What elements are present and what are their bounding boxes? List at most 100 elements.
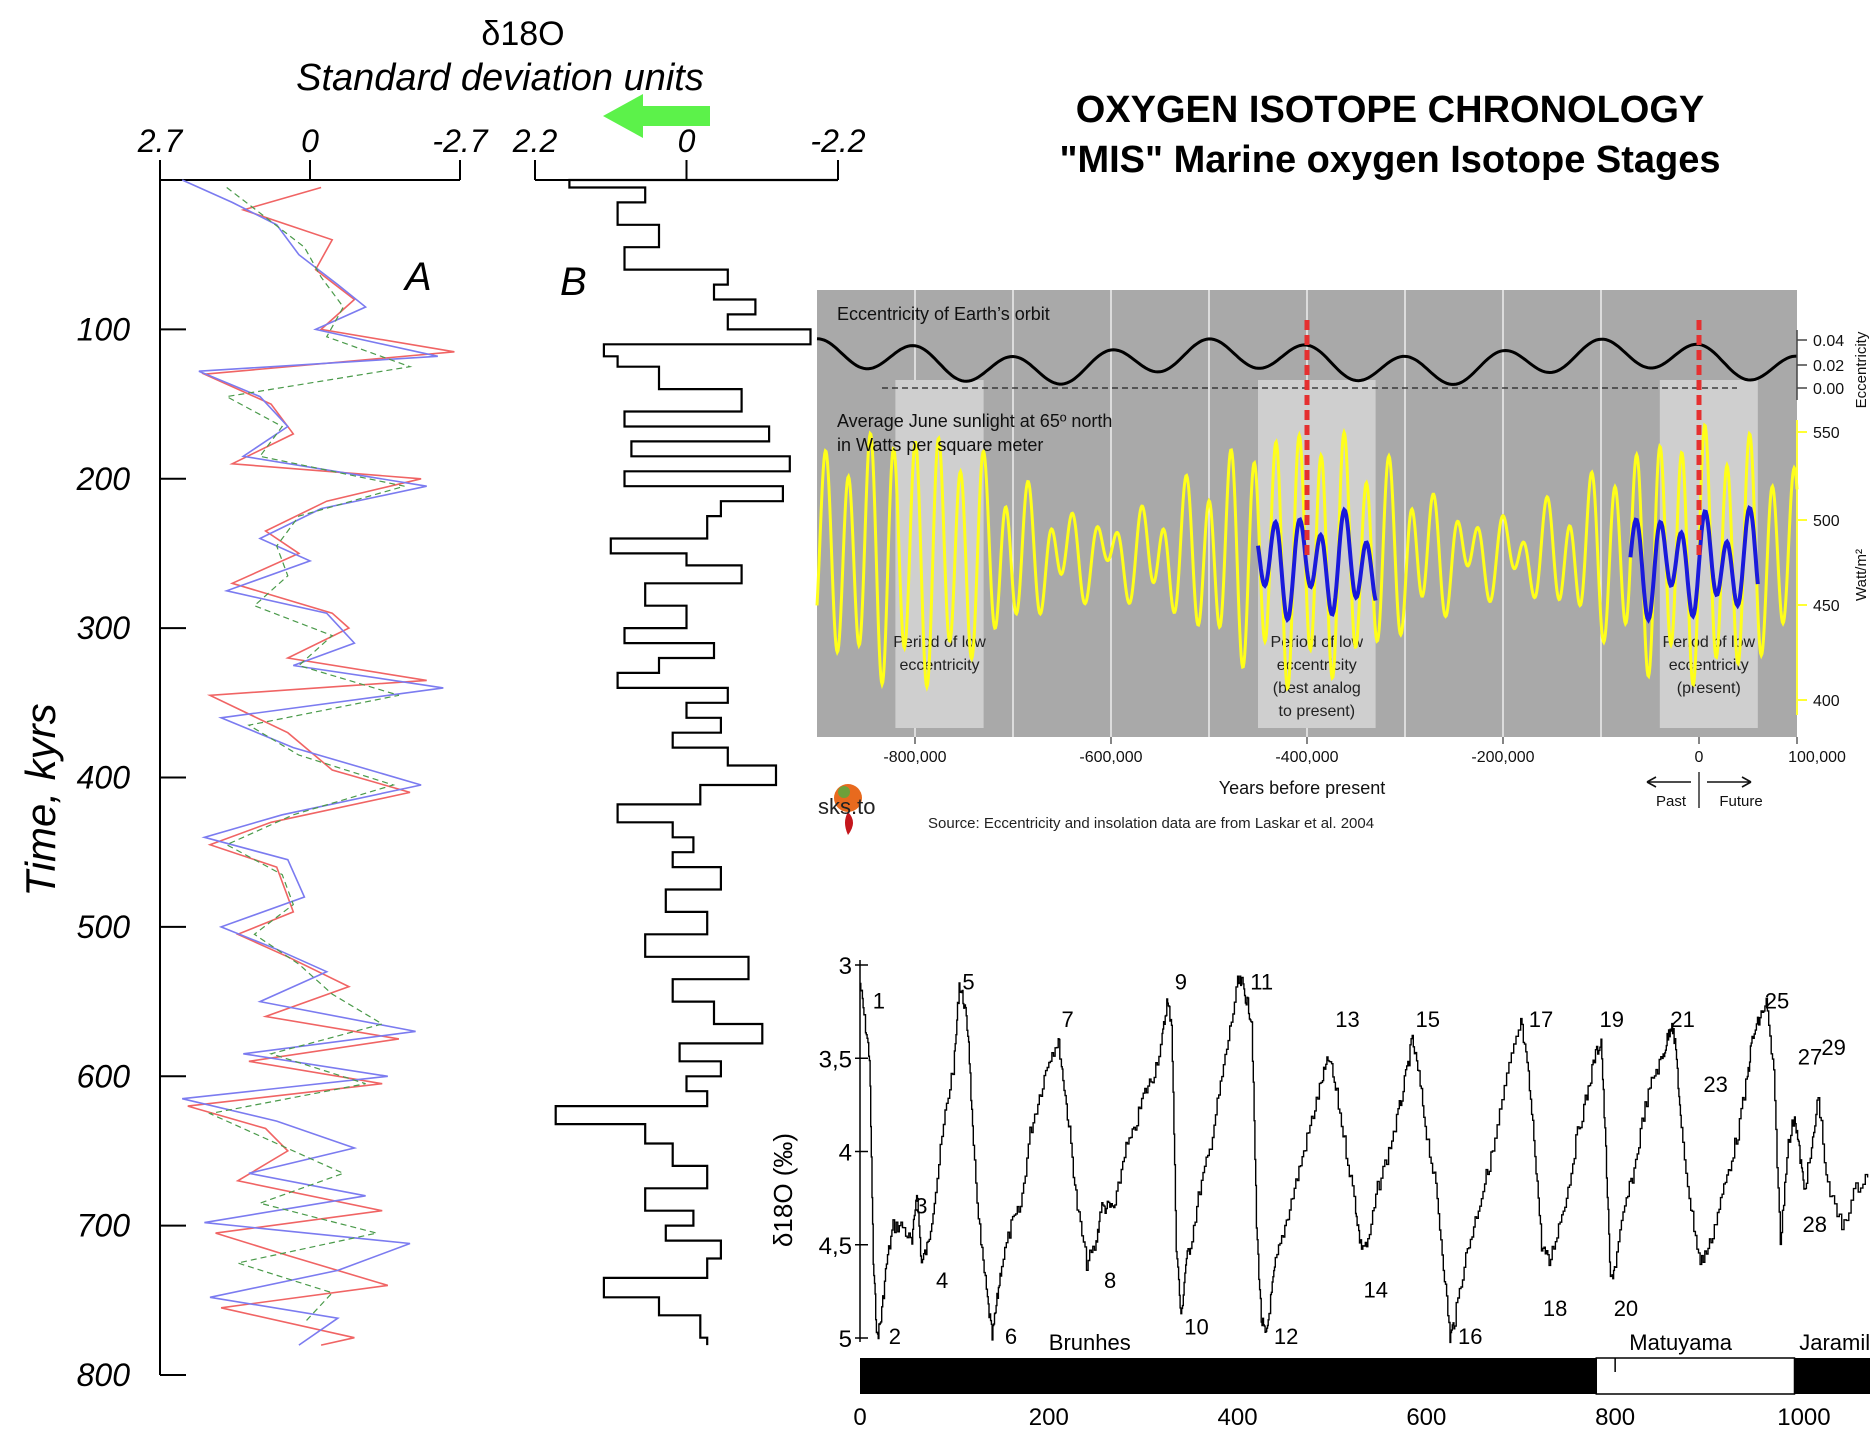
analog-curve [1628,504,1760,624]
eccentricity-title: Eccentricity of Earth’s orbit [837,304,1050,324]
panelA-x-tick-label: -2.7 [432,123,488,159]
panelA-y-tick-label: 700 [77,1208,131,1244]
mis-stage-label: 16 [1458,1324,1482,1349]
panelA-title: δ18O [481,15,564,53]
magneto-label-brunhes: Brunhes [1049,1330,1131,1355]
eccentricity-x-tick-label: -600,000 [1079,749,1142,766]
mis-stage-label: 14 [1364,1277,1388,1302]
insolation-axis-label: 450 [1813,598,1840,615]
analog-curve [1256,506,1378,624]
eccentricity-axis-label: 0.02 [1813,358,1844,375]
mis-stage-label: 17 [1529,1007,1553,1032]
mis-stage-label: 15 [1415,1007,1439,1032]
mis-stage-label: 28 [1802,1212,1826,1237]
insolation-axis-label: 550 [1813,425,1840,442]
panelA-series-line [208,187,413,1324]
mis-stage-label: 9 [1175,970,1187,995]
panelA-y-tick-label: 500 [77,909,131,945]
panelB-label: B [560,260,587,304]
mis-y-tick-label: 4,5 [819,1233,852,1260]
mis-stage-label: 3 [915,1193,927,1218]
panelB-x-tick-label: 0 [678,123,696,159]
mis-x-tick-label: 1000 [1777,1404,1830,1431]
main-title: OXYGEN ISOTOPE CHRONOLOGY "MIS" Marine o… [1010,85,1770,185]
mis-stage-label: 12 [1274,1324,1298,1349]
panelA-series-line [187,186,455,1346]
panelB-x-tick-label: 2.2 [512,123,558,159]
mis-y-tick-label: 3,5 [819,1046,852,1073]
panelA-y-tick-label: 600 [77,1058,131,1094]
panelA-y-tick-label: 400 [77,760,131,796]
eccentricity-xlabel: Years before present [1219,778,1385,798]
mis-stage-label: 18 [1543,1296,1567,1321]
mis-y-tick-label: 3 [839,953,852,980]
mis-stage-label: 25 [1765,988,1789,1013]
panelA-ylabel: Time, kyrs [17,703,64,896]
eccentricity-panel: Period of low eccentricity Period of low ec… [815,290,1870,835]
mis-x-tick-label: 600 [1406,1404,1446,1431]
mis-x-tick-label: 800 [1595,1404,1635,1431]
green-arrow-icon [603,94,710,138]
mis-stage-label: 21 [1670,1007,1694,1032]
eccentricity-axis-title: Eccentricity [1853,331,1870,408]
panelB-x-tick-label: -2.2 [810,123,865,159]
magneto-label-jaramillo: Jaramil [1799,1330,1870,1355]
logo-text: sks.to [818,794,875,819]
mis-stage-label: 19 [1600,1007,1624,1032]
panelB-series-line [554,178,838,1346]
period-label: Period of low [893,634,986,651]
period-label: eccentricity [1277,657,1357,674]
insolation-axis-label: 400 [1813,693,1840,710]
mis-x-tick-label: 200 [1029,1404,1069,1431]
insolation-axis-title: Watt/m² [1853,549,1870,601]
mis-y-tick-label: 5 [839,1326,852,1353]
eccentricity-x-tick-label: -400,000 [1275,749,1338,766]
panelA-plot: 2.7 0 -2.7 100 200 300 400 500 600 700 800 A [76,123,489,1393]
panelA-x-tick-label: 0 [301,123,319,159]
period-label: (best analog [1273,680,1361,697]
eccentricity-x-tick-label: -800,000 [883,749,946,766]
mis-stage-label: 27 [1798,1044,1822,1069]
eccentricity-x-tick-label: -200,000 [1471,749,1534,766]
mis-stage-label: 23 [1703,1072,1727,1097]
future-arrow-icon [1707,776,1752,788]
panelA-label: A [403,255,432,299]
mis-stage-label: 29 [1821,1035,1845,1060]
mis-ylabel: δ18O (‰) [768,1133,798,1247]
mis-x-tick-label: 400 [1218,1404,1258,1431]
insolation-axis-label: 500 [1813,513,1840,530]
panelA-x-tick-label: 2.7 [137,123,184,159]
eccentricity-curve [816,337,1798,386]
period-label: Period of low [1271,634,1364,651]
insolation-subtitle: in Watts per square meter [837,435,1043,455]
mis-x-tick-label: 0 [853,1404,866,1431]
mis-stage-label: 5 [962,970,974,995]
mis-stage-label: 20 [1614,1296,1638,1321]
panelA-series-line [181,179,444,1346]
source-text: Source: Eccentricity and insolation data… [928,815,1374,832]
sks-logo-icon [834,784,862,835]
panelA-y-tick-label: 800 [77,1357,131,1393]
jaramillo-bar [1794,1358,1870,1394]
logo-leaf [838,786,850,798]
period-label: eccentricity [1669,657,1749,674]
mis-stage-label: 13 [1335,1007,1359,1032]
panelB-plot: 2.2 0 -2.2 B [512,123,866,1346]
main-title-line2: "MIS" Marine oxygen Isotope Stages [1059,139,1721,181]
period-label: (present) [1677,680,1741,697]
eccentricity-axis-label: 0.00 [1813,381,1844,398]
insolation-subtitle: Average June sunlight at 65º north [837,411,1112,431]
mis-stage-label: 1 [873,988,885,1013]
past-label: Past [1656,793,1687,810]
panelA-y-tick-label: 300 [77,610,131,646]
mis-stage-label: 7 [1062,1007,1074,1032]
brunhes-bar [860,1358,1597,1394]
mis-stage-label: 6 [1005,1324,1017,1349]
magneto-label-matuyama: Matuyama [1629,1330,1732,1355]
panelA-y-tick-label: 200 [76,461,131,497]
eccentricity-x-tick-label: 0 [1695,749,1704,766]
insolation-curve [815,422,1799,692]
mis-stage-label: 8 [1104,1268,1116,1293]
